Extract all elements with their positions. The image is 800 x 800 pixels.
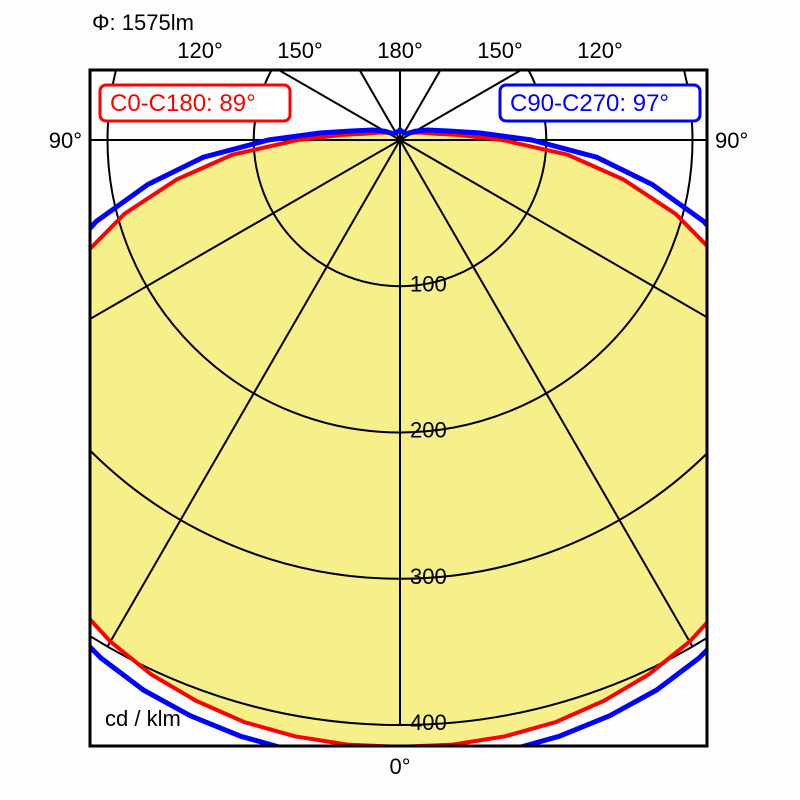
legend-text: C0-C180: 89° xyxy=(110,90,256,117)
angle-label-top: 120° xyxy=(577,38,623,63)
angle-label-top: 150° xyxy=(477,38,523,63)
angle-label-side: 90° xyxy=(49,128,82,153)
angle-label-top: 150° xyxy=(277,38,323,63)
ring-label: 400 xyxy=(410,710,447,735)
angle-label-top: 180° xyxy=(377,38,423,63)
polar-chart: 100200300400120°150°180°150°120°90°60°30… xyxy=(0,0,800,800)
legend-text: C90-C270: 97° xyxy=(510,90,669,117)
angle-label-side: 90° xyxy=(715,128,748,153)
flux-label: Φ: 1575lm xyxy=(92,10,194,35)
unit-label: cd / klm xyxy=(105,706,181,731)
ring-label: 100 xyxy=(410,271,447,296)
ring-label: 300 xyxy=(410,564,447,589)
ring-label: 200 xyxy=(410,418,447,443)
angle-label-top: 120° xyxy=(177,38,223,63)
angle-label-bottom: 0° xyxy=(389,754,410,779)
